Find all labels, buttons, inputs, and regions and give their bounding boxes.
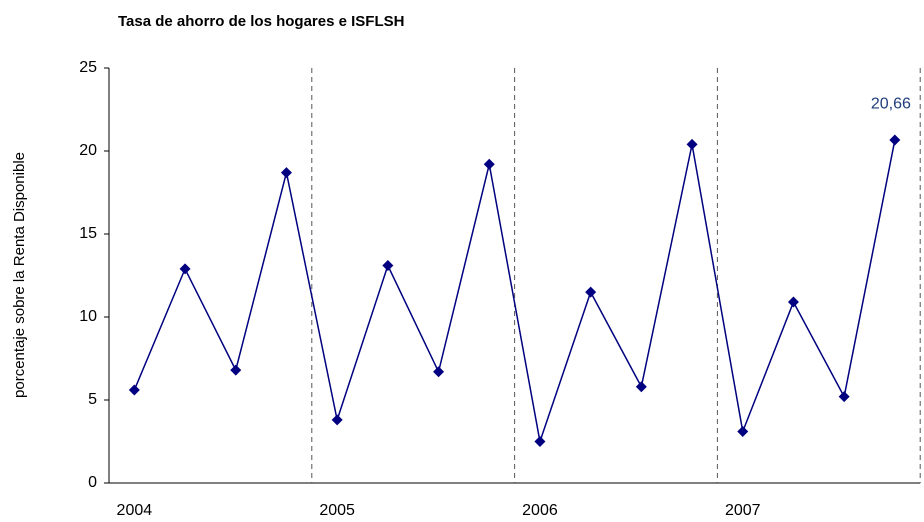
marker bbox=[433, 366, 445, 378]
marker bbox=[787, 296, 799, 308]
marker bbox=[838, 391, 850, 403]
y-tick-label: 10 bbox=[79, 308, 97, 325]
x-tick-label: 2006 bbox=[522, 502, 558, 519]
y-tick-label: 0 bbox=[88, 474, 97, 491]
marker bbox=[889, 134, 901, 146]
x-tick-label: 2007 bbox=[725, 502, 761, 519]
x-tick-label: 2004 bbox=[117, 502, 153, 519]
y-axis-label: porcentaje sobre la Renta Disponible bbox=[11, 152, 28, 398]
marker bbox=[280, 167, 292, 179]
chart-title: Tasa de ahorro de los hogares e ISFLSH bbox=[118, 13, 404, 30]
marker bbox=[382, 260, 394, 272]
marker bbox=[179, 263, 191, 275]
marker bbox=[737, 426, 749, 438]
marker bbox=[230, 364, 242, 376]
marker bbox=[635, 381, 647, 393]
x-tick-label: 2005 bbox=[319, 502, 355, 519]
y-tick-label: 25 bbox=[79, 59, 97, 76]
marker bbox=[128, 384, 140, 396]
line bbox=[133, 139, 896, 445]
marker bbox=[331, 414, 343, 426]
marker bbox=[686, 138, 698, 150]
data-label: 20,66 bbox=[871, 95, 911, 112]
y-tick-label: 15 bbox=[79, 225, 97, 242]
marker bbox=[585, 286, 597, 298]
y-tick-label: 5 bbox=[88, 391, 97, 408]
y-tick-label: 20 bbox=[79, 142, 97, 159]
marker bbox=[534, 436, 546, 447]
marker bbox=[483, 158, 495, 170]
